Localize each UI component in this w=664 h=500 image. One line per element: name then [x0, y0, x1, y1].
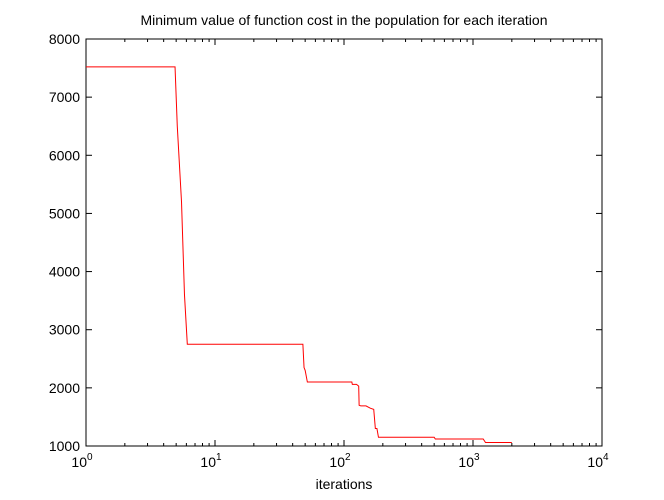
x-tick-label: 101	[200, 452, 222, 470]
x-tick-labels: 100 101 102 103 104	[71, 452, 609, 470]
y-tick-label: 1000	[49, 438, 80, 454]
y-tick-label: 8000	[49, 31, 80, 47]
x-tick-label: 104	[587, 452, 609, 470]
x-tick-label: 102	[329, 452, 351, 470]
y-tick-label: 5000	[49, 205, 80, 221]
plot-area	[85, 38, 603, 447]
axis-ticks	[85, 38, 603, 447]
y-tick-label: 6000	[49, 147, 80, 163]
x-tick-label: 100	[71, 452, 93, 470]
x-tick-label: 103	[458, 452, 480, 470]
chart-title: Minimum value of function cost in the po…	[140, 12, 547, 28]
y-tick-label: 2000	[49, 380, 80, 396]
y-tick-label: 7000	[49, 89, 80, 105]
x-axis-label: iterations	[316, 476, 373, 492]
y-tick-labels: 1000 2000 3000 4000 5000 6000 7000 8000	[49, 31, 80, 454]
y-tick-label: 4000	[49, 264, 80, 280]
y-tick-label: 3000	[49, 322, 80, 338]
series-line	[86, 66, 512, 444]
